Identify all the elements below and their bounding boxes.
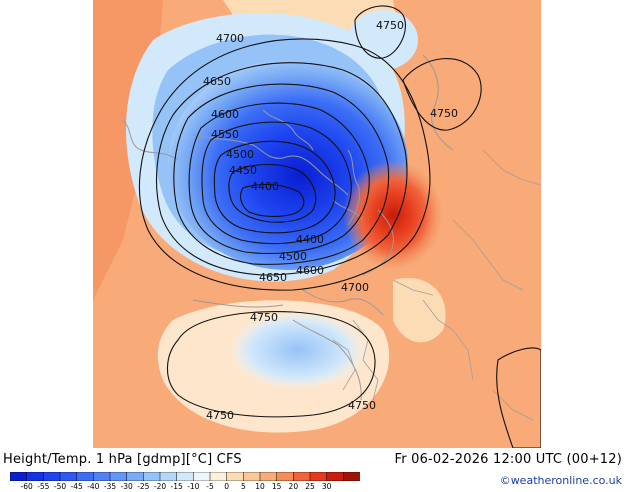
colorbar-swatch	[159, 472, 178, 481]
country-borders	[332, 149, 541, 421]
height-contours	[138, 5, 541, 448]
colorbar-tick-label: -5	[206, 482, 214, 491]
colorbar-tick-label: -60	[20, 482, 33, 491]
contour-label: 4650	[259, 271, 287, 284]
colorbar-tick-label: -15	[170, 482, 183, 491]
colorbar-swatch	[76, 472, 95, 481]
colorbar-tick-label: 5	[240, 482, 246, 491]
contour-label: 4550	[211, 128, 239, 141]
contour-label: 4450	[229, 164, 257, 177]
color-scale-labels: -60 -55 -50 -45 -40 -35 -30 -25 -20 -15 -10 -5 0 5 10 1…	[10, 482, 370, 492]
contour-label: 4500	[279, 250, 307, 263]
contour-label: 4750	[348, 399, 376, 412]
colorbar-swatch	[226, 472, 245, 481]
colorbar-swatch	[10, 472, 28, 481]
colorbar-swatch	[43, 472, 61, 481]
colorbar-tick-label: 20	[288, 482, 299, 491]
map-title: Height/Temp. 1 hPa [gdmp][°C] CFS	[3, 452, 242, 467]
colorbar-swatch	[143, 472, 161, 481]
colorbar-tick-label: -55	[37, 482, 50, 491]
colorbar-swatch	[309, 472, 328, 481]
colorbar-swatch	[209, 472, 228, 481]
pale-region-far-north	[348, 10, 418, 70]
light-band-southeast	[393, 278, 446, 343]
contour-label: 4750	[250, 311, 278, 324]
colorbar-tick-label: -40	[87, 482, 100, 491]
warm-anomaly-east	[343, 160, 443, 270]
colorbar-swatch	[343, 472, 360, 481]
colorbar-swatch	[26, 472, 45, 481]
colorbar-tick-label: 30	[321, 482, 332, 491]
contour-label: 4750	[376, 19, 404, 32]
map-canvas: 4750 4700 4650 4600 4750 4550 4500 4450 …	[93, 0, 541, 448]
colorbar-swatch	[109, 472, 128, 481]
colorbar-tick-label: 25	[305, 482, 315, 491]
colorbar-swatch	[259, 472, 278, 481]
contour-label: 4750	[206, 409, 234, 422]
valid-time: Fr 06-02-2026 12:00 UTC (00+12)	[394, 452, 622, 467]
map-footer: Height/Temp. 1 hPa [gdmp][°C] CFS Fr 06-…	[0, 448, 634, 492]
cool-region-europe	[228, 310, 368, 390]
colorbar-tick-label: -25	[137, 482, 150, 491]
colorbar-swatch	[243, 472, 261, 481]
contour-label-group: 4750 4700 4650 4600 4750 4550 4500 4450 …	[203, 19, 458, 422]
contour-label: 4400	[251, 180, 279, 193]
colorbar-tick-label: -10	[187, 482, 200, 491]
colorbar-swatch	[59, 472, 78, 481]
contour-label: 4400	[296, 233, 324, 246]
weather-map: 4750 4700 4650 4600 4750 4550 4500 4450 …	[93, 0, 541, 448]
credit-link[interactable]: ©weatheronline.co.uk	[499, 474, 622, 487]
contour-label: 4600	[296, 264, 324, 277]
colorbar-tick-label: -35	[103, 482, 117, 491]
colorbar-tick-label: 15	[271, 482, 282, 491]
contour-label: 4600	[211, 108, 239, 121]
colorbar-swatch	[126, 472, 145, 481]
contour-label: 4750	[430, 107, 458, 120]
colorbar-tick-label: -30	[120, 482, 133, 491]
colorbar-swatch	[93, 472, 111, 481]
colorbar-tick-label: -45	[70, 482, 83, 491]
contour-label: 4500	[226, 148, 254, 161]
colorbar-tick-label: -20	[153, 482, 167, 491]
colorbar-swatch	[326, 472, 345, 481]
colorbar-tick-label: 10	[255, 482, 265, 491]
contour-label: 4700	[216, 32, 244, 45]
color-scale-bar	[10, 472, 360, 481]
colorbar-swatch	[293, 472, 311, 481]
colorbar-tick-label: 0	[224, 482, 230, 491]
colorbar-swatch	[193, 472, 211, 481]
coastlines	[122, 54, 454, 401]
colorbar-swatch	[276, 472, 295, 481]
contour-label: 4650	[203, 75, 231, 88]
contour-label: 4700	[341, 281, 369, 294]
colorbar-swatch	[176, 472, 195, 481]
colorbar-tick-label: -50	[53, 482, 67, 491]
